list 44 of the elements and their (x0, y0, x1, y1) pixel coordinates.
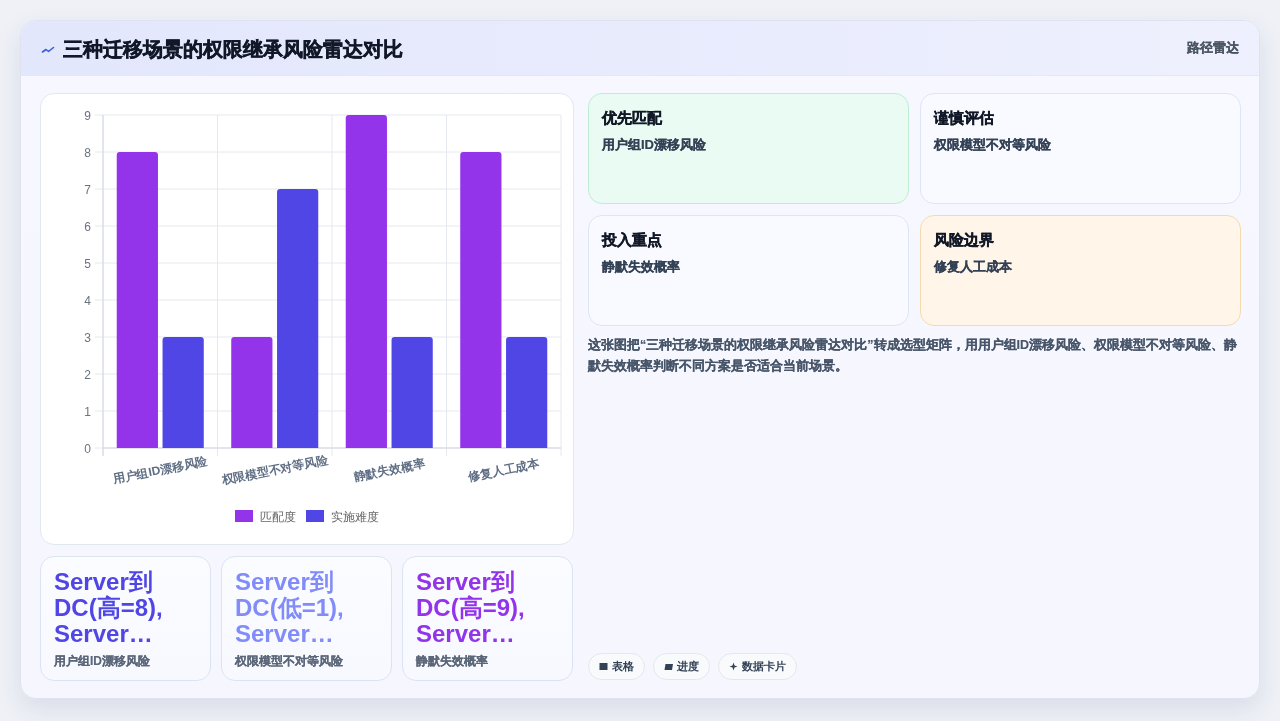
chart-title: 三种迁移场景的权限继承风险雷达对比 (63, 37, 403, 61)
bar (506, 337, 548, 448)
text: 谨慎评估 (934, 109, 995, 128)
y-tick-label: 4 (84, 293, 92, 308)
y-tick-label: 2 (84, 367, 92, 382)
x-tick-label: 静默失效概率 (351, 456, 426, 484)
y-tick-label: 1 (84, 404, 92, 419)
y-tick-label: 6 (84, 219, 92, 234)
text: 修复人工成本 (934, 258, 1013, 276)
text: 权限模型不对等风险 (235, 653, 344, 669)
y-tick-label: 0 (84, 441, 92, 456)
text: 优先匹配 (602, 109, 663, 128)
legend-label: 实施难度 (331, 509, 379, 524)
y-tick-label: 3 (84, 330, 92, 345)
text: 进度 (677, 659, 699, 674)
legend-label: 匹配度 (260, 509, 296, 524)
bar (460, 152, 502, 448)
text: 这张图把“三种迁移场景的权限继承风险雷达对比”转成选型矩阵，用用户组ID漂移风险、权限模型不对等风险、静默失效概率判断不同方案是否适合当前场景。 (588, 337, 1238, 375)
text: 表格 (612, 659, 634, 674)
y-tick-label: 8 (84, 145, 92, 160)
text: Server到DC(高=8), Server… (54, 568, 164, 647)
y-tick-label: 9 (84, 108, 92, 123)
text: Server到DC(高=9), Server… (416, 568, 526, 647)
text: 静默失效概率 (416, 653, 489, 669)
bar (277, 189, 319, 448)
y-tick-label: 5 (84, 256, 92, 271)
text: Server到DC(低=1), Server… (235, 568, 345, 647)
text: 数据卡片 (742, 659, 786, 674)
text: 路径雷达 (1187, 39, 1239, 57)
bar (231, 337, 273, 448)
text: 权限模型不对等风险 (934, 136, 1052, 154)
y-tick-label: 7 (84, 182, 92, 197)
text: 用户组ID漂移风险 (54, 653, 151, 669)
text: 用户组ID漂移风险 (602, 136, 707, 154)
bar (391, 337, 433, 448)
x-tick-label: 权限模型不对等风险 (219, 452, 331, 488)
x-tick-label: 用户组ID漂移风险 (110, 453, 210, 487)
text: 投入重点 (602, 231, 663, 250)
text: 风险边界 (934, 231, 995, 250)
bar (116, 152, 158, 448)
x-tick-label: 修复人工成本 (466, 456, 542, 484)
bar (345, 115, 387, 448)
text: 静默失效概率 (602, 258, 681, 276)
bar (162, 337, 204, 448)
